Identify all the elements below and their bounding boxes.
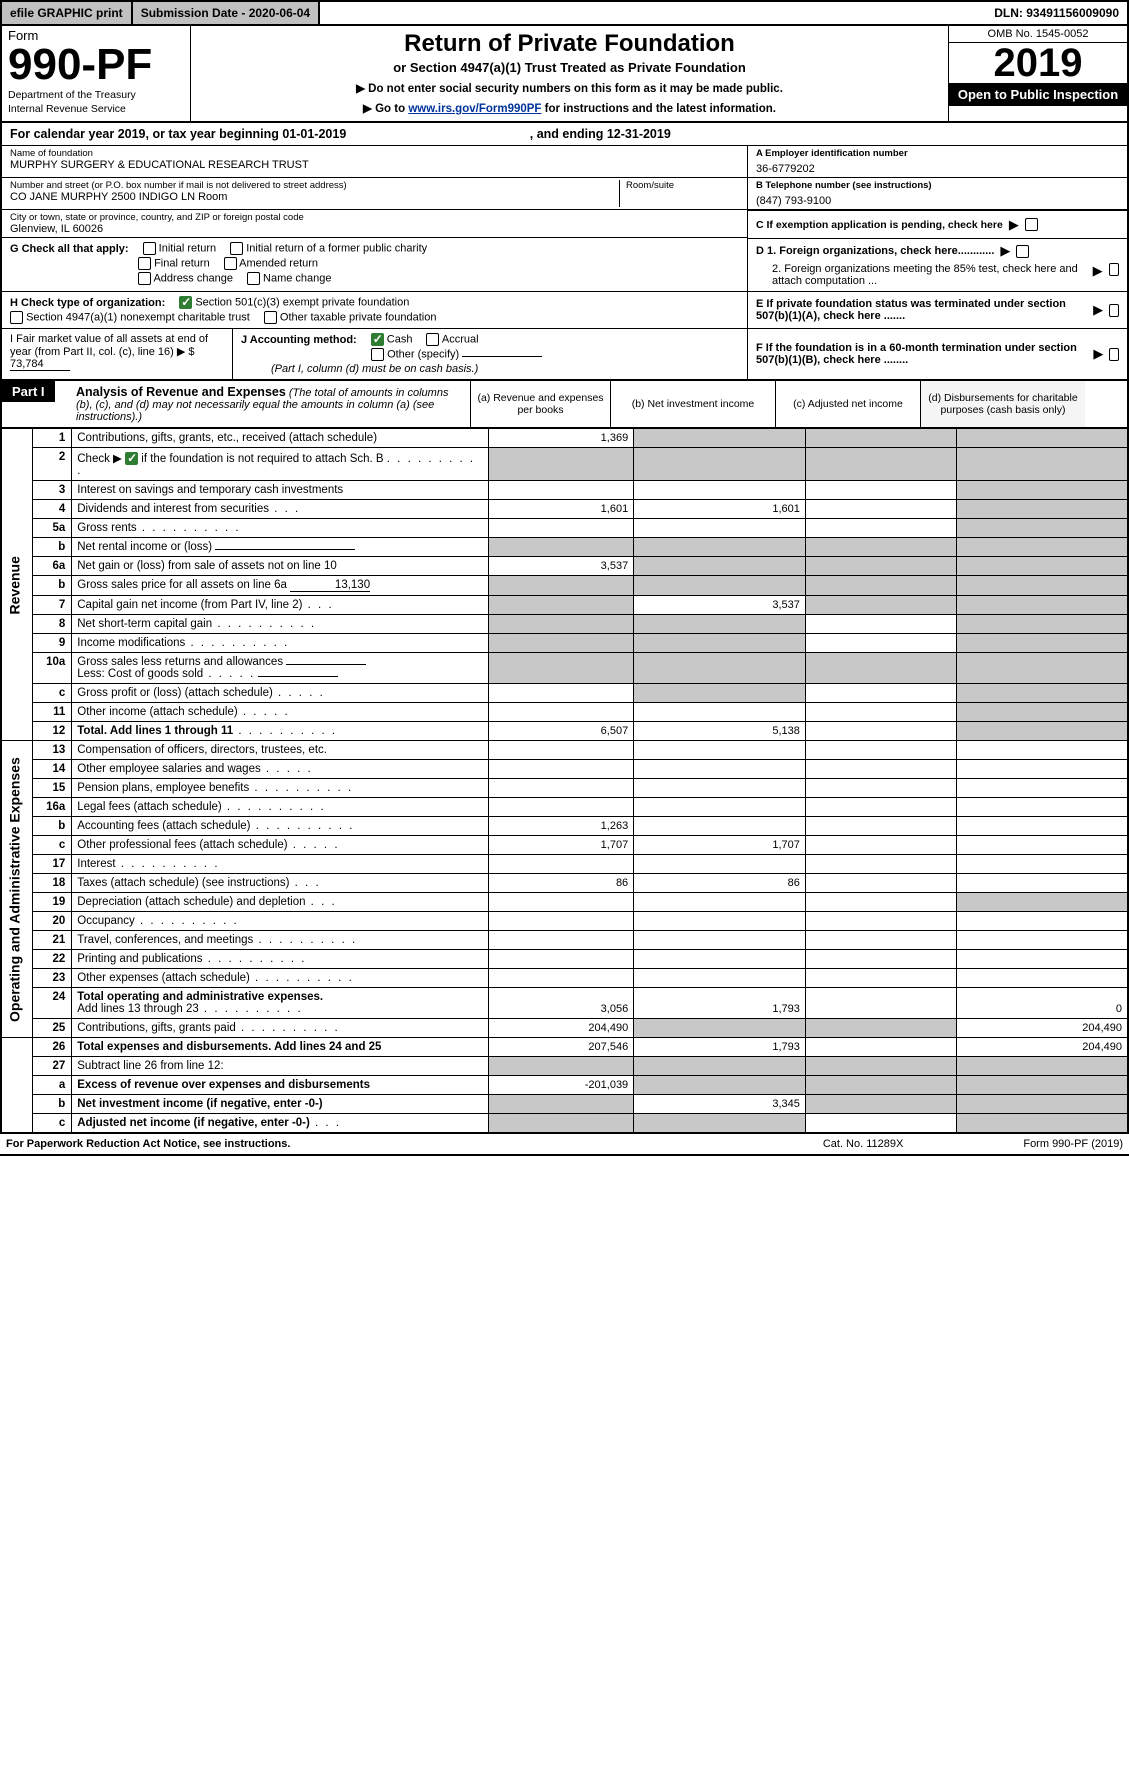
calendar-year-row: For calendar year 2019, or tax year begi… (0, 123, 1129, 146)
form-ref: Form 990-PF (2019) (1023, 1138, 1123, 1150)
foundation-name: MURPHY SURGERY & EDUCATIONAL RESEARCH TR… (10, 159, 739, 171)
name-label: Name of foundation (10, 148, 739, 159)
form-number: 990-PF (8, 43, 184, 87)
phone-value: (847) 793-9100 (756, 195, 1119, 207)
g-initial-checkbox[interactable] (143, 242, 156, 255)
f-checkbox[interactable] (1109, 348, 1119, 361)
g-amended-checkbox[interactable] (224, 257, 237, 270)
part1-title: Analysis of Revenue and Expenses (76, 385, 286, 399)
irs-link[interactable]: www.irs.gov/Form990PF (408, 103, 541, 115)
h-other-checkbox[interactable] (264, 311, 277, 324)
ein-value: 36-6779202 (756, 163, 1119, 175)
dln-label: DLN: 93491156009090 (986, 2, 1127, 24)
phone-label: B Telephone number (see instructions) (756, 180, 1119, 191)
col-d-header: (d) Disbursements for charitable purpose… (920, 381, 1085, 427)
open-to-public: Open to Public Inspection (949, 83, 1127, 106)
efile-print-button[interactable]: efile GRAPHIC print (2, 2, 133, 24)
j-note: (Part I, column (d) must be on cash basi… (241, 363, 739, 375)
h-4947-checkbox[interactable] (10, 311, 23, 324)
h-501c3-checkbox[interactable] (179, 296, 192, 309)
h-e-row: H Check type of organization: Section 50… (0, 291, 1129, 328)
part1-label: Part I (2, 381, 55, 402)
d1-label: D 1. Foreign organizations, check here..… (756, 245, 994, 257)
irs-label: Internal Revenue Service (8, 103, 184, 115)
r2-checkbox[interactable] (125, 452, 138, 465)
c-exempt-label: C If exemption application is pending, c… (756, 219, 1003, 231)
submission-date-label: Submission Date - 2020-06-04 (133, 2, 320, 24)
i-label: I Fair market value of all assets at end… (10, 333, 208, 358)
g-initial-former-checkbox[interactable] (230, 242, 243, 255)
expenses-side-label: Operating and Administrative Expenses (1, 741, 32, 1038)
tax-year: 2019 (949, 43, 1127, 83)
street-label: Number and street (or P.O. box number if… (10, 180, 619, 191)
j-label: J Accounting method: (241, 334, 357, 346)
top-bar: efile GRAPHIC print Submission Date - 20… (0, 0, 1129, 26)
g-final-checkbox[interactable] (138, 257, 151, 270)
h-label: H Check type of organization: (10, 297, 165, 309)
i-j-f-row: I Fair market value of all assets at end… (0, 328, 1129, 380)
d2-checkbox[interactable] (1109, 263, 1119, 276)
part1-header: Part I Analysis of Revenue and Expenses … (0, 380, 1129, 428)
footer: For Paperwork Reduction Act Notice, see … (0, 1133, 1129, 1156)
instr-ssn: ▶ Do not enter social security numbers o… (201, 81, 938, 95)
d2-label: 2. Foreign organizations meeting the 85%… (772, 263, 1087, 287)
dept-treasury: Department of the Treasury (8, 89, 184, 101)
form-subtitle: or Section 4947(a)(1) Trust Treated as P… (201, 60, 938, 75)
city-c-row: City or town, state or province, country… (0, 210, 1129, 238)
lines-table: Revenue 1 Contributions, gifts, grants, … (0, 428, 1129, 1133)
j-other-checkbox[interactable] (371, 348, 384, 361)
form-header: Form 990-PF Department of the Treasury I… (0, 26, 1129, 123)
cat-no: Cat. No. 11289X (823, 1138, 904, 1150)
ein-label: A Employer identification number (756, 148, 1119, 159)
instr-goto: ▶ Go to www.irs.gov/Form990PF for instru… (201, 101, 938, 115)
g-address-checkbox[interactable] (138, 272, 151, 285)
d1-checkbox[interactable] (1016, 245, 1029, 258)
j-cash-checkbox[interactable] (371, 333, 384, 346)
name-ein-row: Name of foundation MURPHY SURGERY & EDUC… (0, 146, 1129, 178)
revenue-side-label: Revenue (1, 429, 32, 741)
form-title: Return of Private Foundation (201, 30, 938, 58)
col-c-header: (c) Adjusted net income (775, 381, 920, 427)
j-accrual-checkbox[interactable] (426, 333, 439, 346)
arrow-icon: ▶ (1009, 217, 1019, 233)
e-checkbox[interactable] (1109, 304, 1119, 317)
room-suite-label: Room/suite (626, 180, 739, 191)
c-checkbox[interactable] (1025, 218, 1038, 231)
e-label: E If private foundation status was termi… (756, 298, 1087, 322)
col-b-header: (b) Net investment income (610, 381, 775, 427)
g-d-row: G Check all that apply: Initial return I… (0, 238, 1129, 291)
f-label: F If the foundation is in a 60-month ter… (756, 342, 1087, 366)
col-a-header: (a) Revenue and expenses per books (470, 381, 610, 427)
street-value: CO JANE MURPHY 2500 INDIGO LN Room (10, 191, 619, 203)
i-value: 73,784 (10, 358, 70, 371)
street-phone-row: Number and street (or P.O. box number if… (0, 178, 1129, 210)
g-label: G Check all that apply: (10, 243, 129, 255)
city-label: City or town, state or province, country… (10, 212, 739, 223)
g-name-checkbox[interactable] (247, 272, 260, 285)
paperwork-notice: For Paperwork Reduction Act Notice, see … (6, 1138, 290, 1150)
city-value: Glenview, IL 60026 (10, 223, 739, 235)
